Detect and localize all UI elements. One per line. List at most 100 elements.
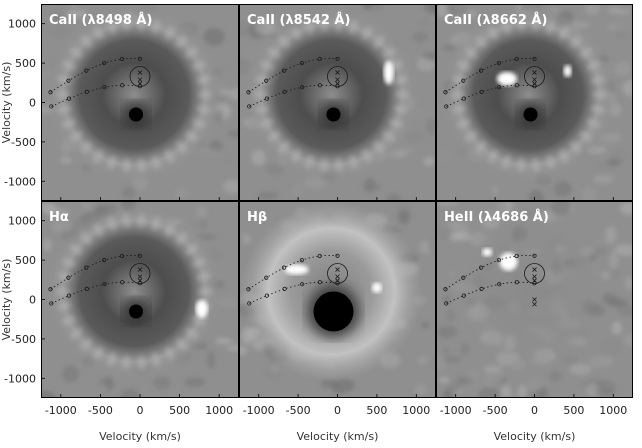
roche-lobe-circle bbox=[524, 66, 545, 87]
panel-title: Hβ bbox=[247, 210, 267, 225]
stream-marker bbox=[496, 257, 501, 263]
roche-lobe-circle bbox=[129, 66, 151, 87]
stream-marker bbox=[49, 104, 54, 109]
stream-marker bbox=[497, 85, 502, 90]
stream-marker bbox=[461, 293, 466, 298]
x-tick-label: -500 bbox=[286, 404, 311, 417]
keplerian-stream bbox=[446, 84, 535, 107]
stream-marker bbox=[335, 84, 340, 89]
stream-marker bbox=[246, 287, 251, 292]
stream-marker bbox=[282, 89, 287, 94]
stream-marker bbox=[335, 281, 340, 286]
central-core bbox=[313, 291, 354, 332]
stream-marker bbox=[461, 275, 466, 280]
bright-spot bbox=[383, 60, 394, 85]
stream-marker bbox=[300, 85, 305, 90]
stream-marker bbox=[264, 78, 269, 83]
stream-marker bbox=[532, 253, 537, 258]
stream-marker bbox=[102, 282, 107, 287]
roche-overlay bbox=[48, 253, 151, 306]
ring-streaks bbox=[55, 16, 213, 173]
stream-marker bbox=[264, 275, 269, 280]
stream-marker bbox=[497, 282, 502, 287]
panel-title: CaII (λ8662 Å) bbox=[444, 12, 547, 28]
roche-lobe-circle bbox=[524, 263, 545, 284]
cross-marker bbox=[335, 267, 340, 272]
stream-marker bbox=[120, 83, 125, 88]
cross-marker bbox=[532, 278, 537, 283]
stream-marker bbox=[461, 78, 466, 83]
cross-marker bbox=[532, 267, 537, 272]
stream-marker bbox=[478, 68, 484, 73]
stream-marker bbox=[317, 56, 322, 62]
cross-marker bbox=[532, 297, 537, 302]
disk-ring bbox=[437, 4, 620, 186]
roche-overlay bbox=[246, 253, 348, 306]
y-tick-label: -500 bbox=[11, 136, 36, 149]
stream-marker bbox=[137, 84, 143, 89]
central-core bbox=[523, 107, 538, 122]
keplerian-stream bbox=[249, 281, 338, 304]
x-tick-label: -500 bbox=[483, 404, 508, 417]
tomogram-panel: Hα bbox=[41, 201, 239, 398]
stream-marker bbox=[102, 60, 107, 66]
stream-marker bbox=[444, 104, 449, 109]
stream-marker bbox=[335, 253, 340, 258]
y-tick-label: 500 bbox=[15, 57, 36, 70]
stream-marker bbox=[264, 293, 269, 298]
keplerian-stream bbox=[249, 84, 338, 107]
stream-marker bbox=[514, 83, 519, 88]
x-tick-label: -500 bbox=[88, 404, 113, 417]
cross-marker bbox=[532, 301, 537, 307]
roche-overlay bbox=[246, 56, 348, 109]
cross-marker bbox=[532, 77, 537, 82]
x-axis-label: Velocity (km/s) bbox=[99, 430, 181, 443]
tomogram-panel: Hβ bbox=[239, 201, 436, 398]
stream-marker bbox=[478, 265, 484, 270]
disk-ring bbox=[42, 201, 226, 383]
stream-marker bbox=[247, 104, 252, 109]
stream-marker bbox=[137, 56, 143, 61]
y-tick-label: 500 bbox=[15, 254, 36, 267]
stream-marker bbox=[120, 56, 125, 62]
cross-marker bbox=[532, 70, 537, 75]
stream-marker bbox=[317, 83, 322, 88]
cross-marker bbox=[137, 278, 143, 283]
x-tick-label: -1000 bbox=[243, 404, 275, 417]
tomogram-panel: HeII (λ4686 Å) bbox=[436, 201, 633, 398]
keplerian-stream bbox=[446, 281, 535, 304]
stream-marker bbox=[514, 253, 519, 259]
stream-marker bbox=[299, 257, 304, 263]
disk-ring bbox=[42, 4, 226, 186]
stream-marker bbox=[532, 84, 537, 89]
x-tick-label: 1000 bbox=[402, 404, 430, 417]
keplerian-stream bbox=[51, 84, 141, 107]
panel-title: HeII (λ4686 Å) bbox=[444, 209, 549, 225]
cross-marker bbox=[335, 278, 340, 283]
cross-marker bbox=[335, 274, 340, 279]
cross-marker bbox=[335, 70, 340, 75]
disk-ring bbox=[437, 201, 620, 383]
tomogram-panel: CaII (λ8542 Å) bbox=[239, 4, 436, 201]
stream-marker bbox=[84, 68, 89, 73]
stream-marker bbox=[479, 286, 484, 291]
y-tick-label: -1000 bbox=[4, 175, 36, 188]
tomogram-panel: CaII (λ8498 Å) bbox=[41, 4, 239, 201]
disk-ring bbox=[240, 4, 423, 186]
stream-marker bbox=[514, 56, 519, 62]
cross-marker bbox=[137, 274, 143, 279]
x-tick-label: 0 bbox=[137, 404, 144, 417]
stream-marker bbox=[137, 253, 143, 258]
bright-spot bbox=[482, 248, 493, 257]
ring-streaks bbox=[450, 16, 607, 173]
central-core bbox=[326, 107, 341, 122]
roche-lobe-circle bbox=[129, 263, 151, 284]
bright-spot bbox=[563, 64, 572, 77]
stream-marker bbox=[496, 60, 501, 66]
central-core bbox=[129, 304, 143, 319]
bright-spot bbox=[499, 252, 518, 271]
y-axis-label: Velocity (km/s) bbox=[0, 62, 13, 144]
stream-marker bbox=[66, 293, 72, 298]
cross-marker bbox=[532, 274, 537, 279]
